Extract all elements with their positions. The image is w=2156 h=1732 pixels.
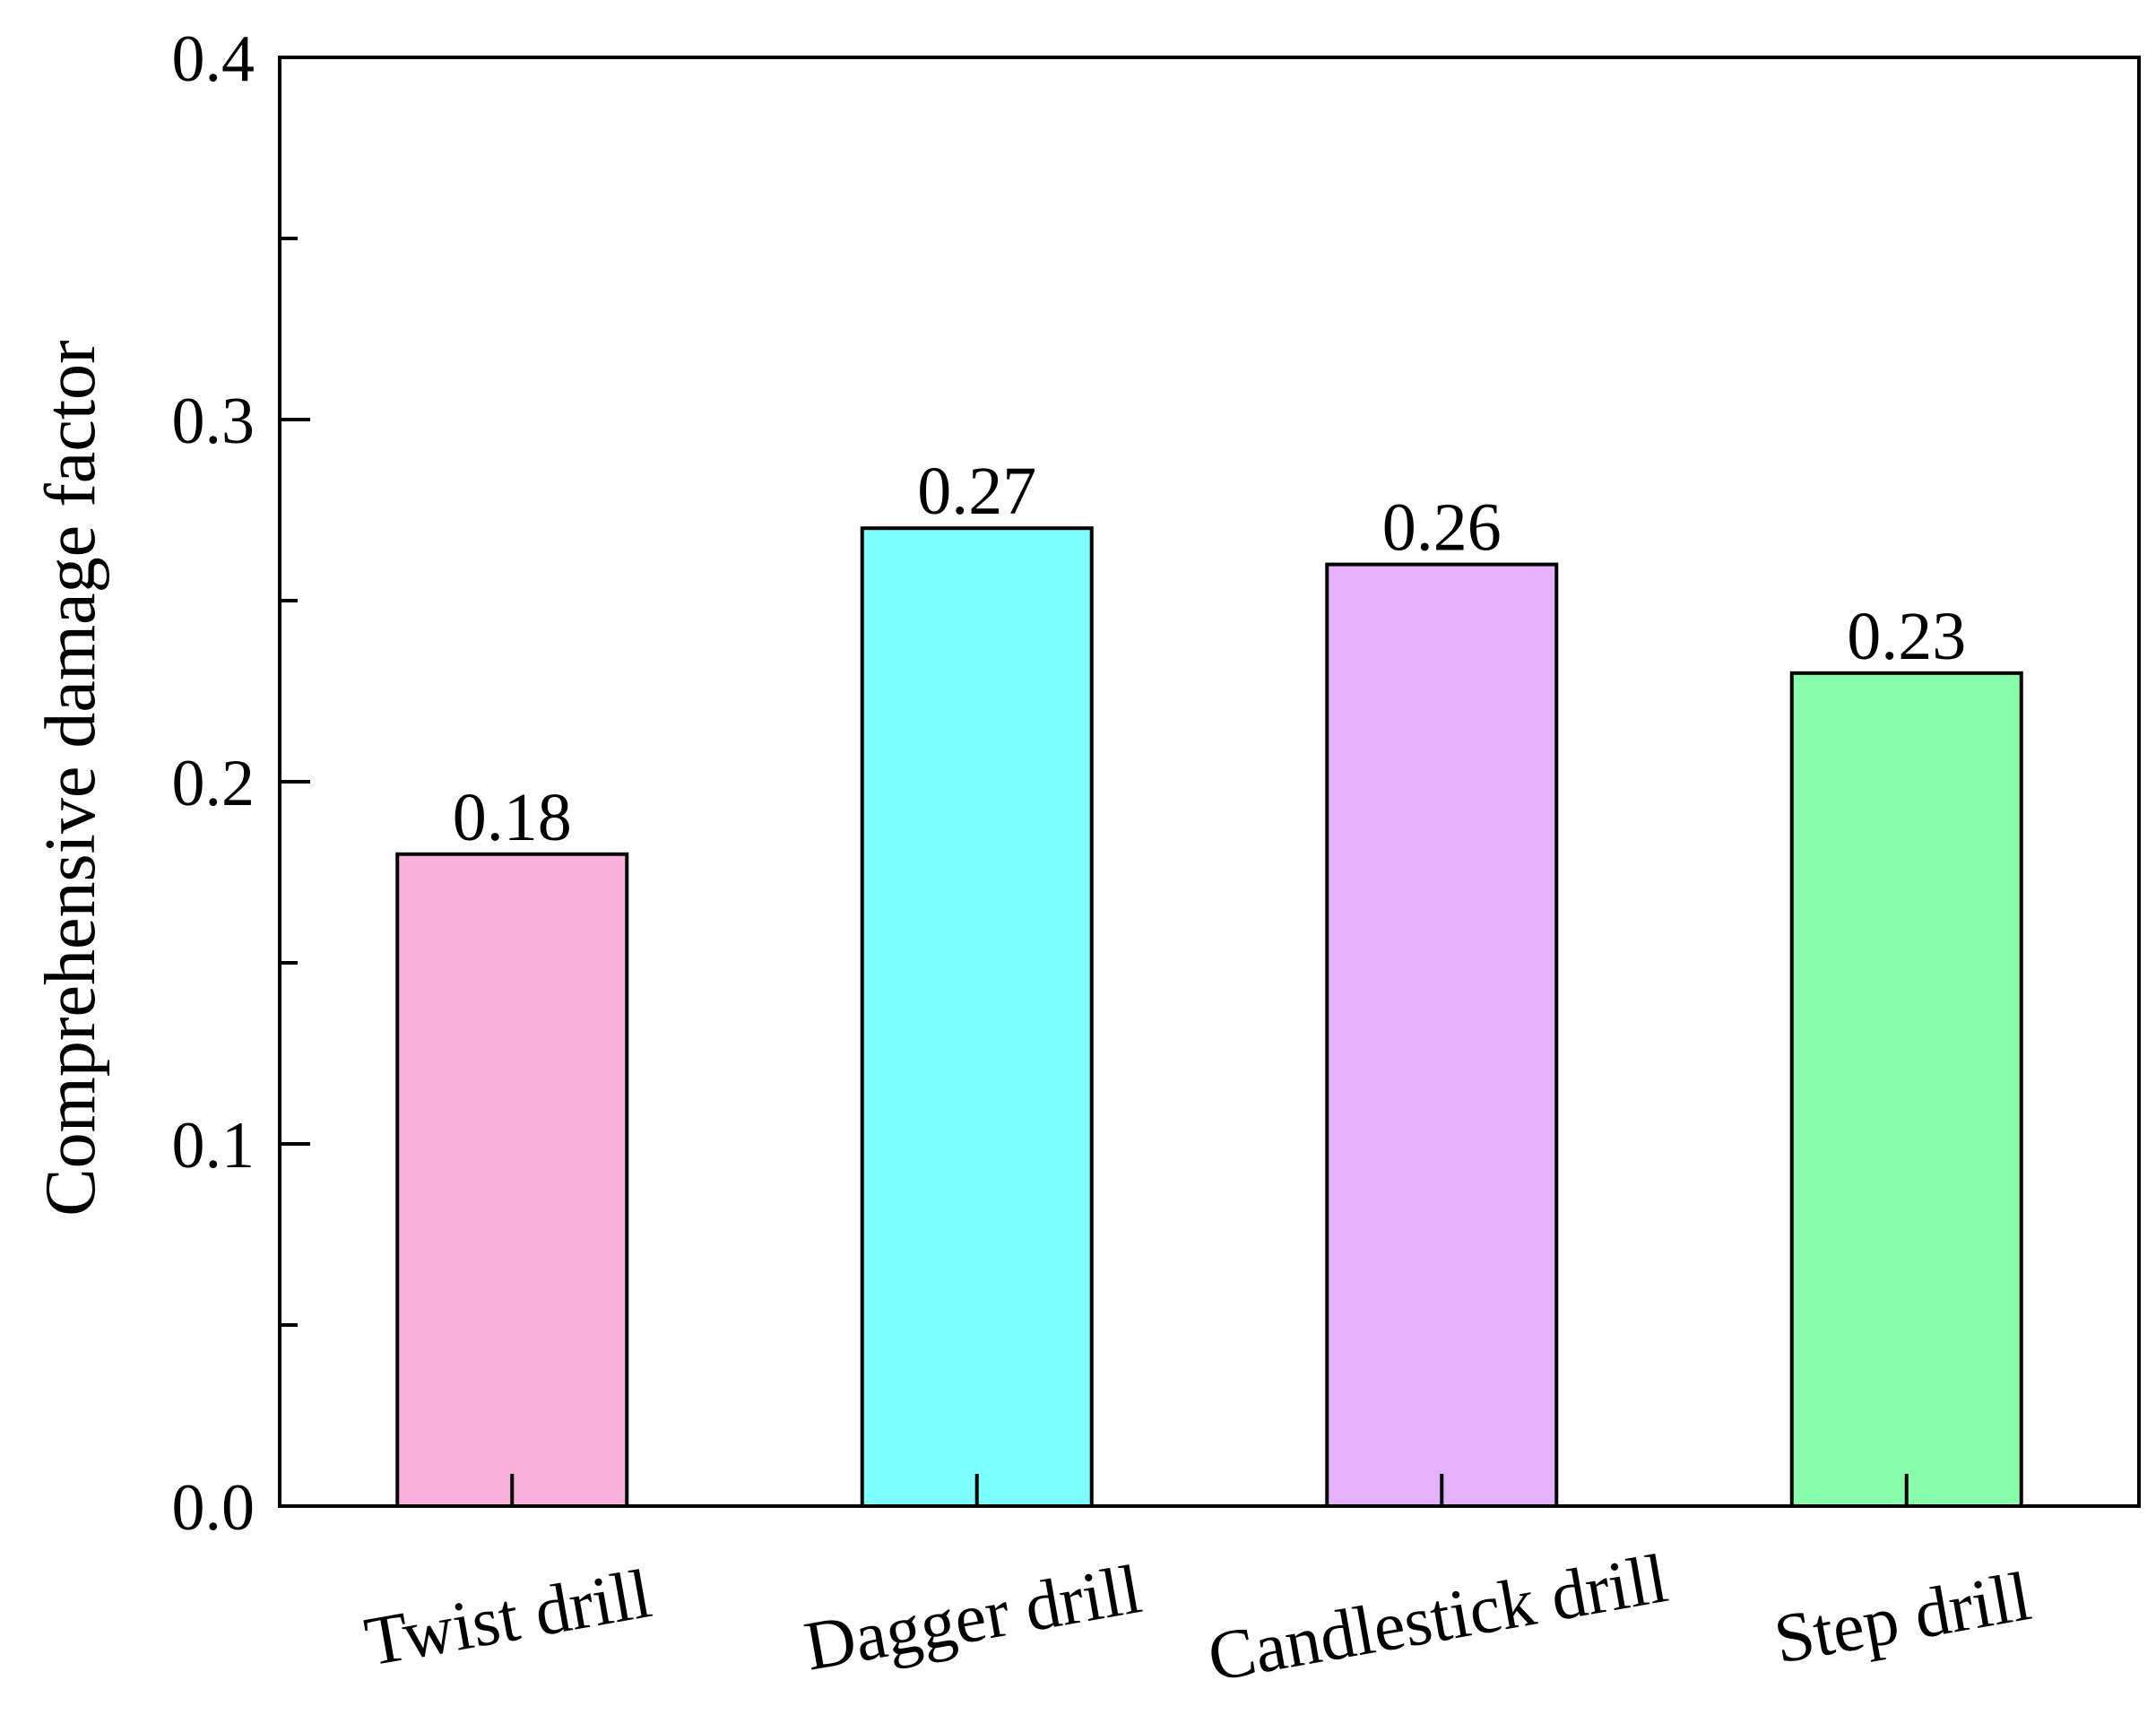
value-labels-layer: 0.18 0.27 0.26 0.23 [453, 454, 1967, 855]
bar-step-drill [1789, 671, 2023, 1508]
axis-ticks [280, 56, 1909, 1508]
y-tick-labels: 0.0 0.1 0.2 0.3 0.4 [172, 22, 255, 1545]
bar-twist-drill [395, 852, 629, 1508]
bars-layer [395, 526, 2023, 1509]
bar-candlestick-drill [1325, 562, 1559, 1508]
value-label-dagger-drill: 0.27 [917, 454, 1036, 529]
y-axis-title: Comprehensive damage factor [31, 340, 110, 1216]
x-tick-label-twist-drill: Twist drill [359, 1554, 657, 1681]
x-tick-label-candlestick-drill: Candlestick drill [1202, 1538, 1673, 1696]
x-category-labels: Twist drill Dagger drill Candlestick drill… [359, 1538, 2037, 1696]
y-tick-label-0.1: 0.1 [172, 1109, 255, 1182]
bar-dagger-drill [860, 526, 1094, 1509]
x-tick-label-step-drill: Step drill [1769, 1556, 2037, 1678]
y-tick-label-0.0: 0.0 [172, 1471, 255, 1545]
value-label-candlestick-drill: 0.26 [1382, 490, 1502, 566]
value-label-twist-drill: 0.18 [453, 780, 572, 855]
x-tick-label-dagger-drill: Dagger drill [799, 1549, 1147, 1684]
y-tick-label-0.3: 0.3 [172, 385, 255, 458]
value-label-step-drill: 0.23 [1847, 599, 1966, 674]
y-tick-label-0.2: 0.2 [172, 747, 255, 820]
y-tick-label-0.4: 0.4 [172, 22, 255, 96]
